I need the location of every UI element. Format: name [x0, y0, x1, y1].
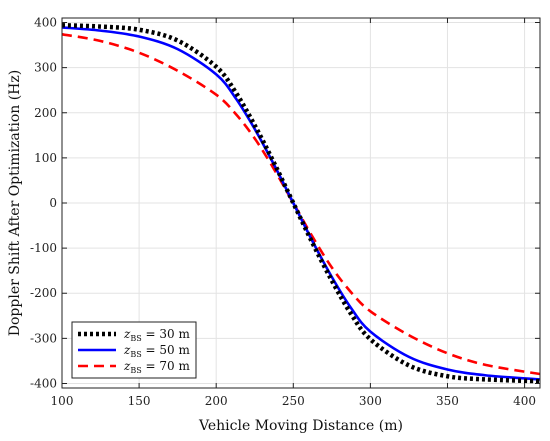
y-tick-label: -400: [30, 376, 57, 390]
series-lines: [62, 22, 540, 384]
y-tick-label: 300: [34, 61, 57, 75]
x-tick-label: 100: [51, 394, 74, 408]
legend-label: zBS = 70 m: [123, 359, 190, 375]
x-axis-label: Vehicle Moving Distance (m): [198, 418, 403, 434]
legend-label: zBS = 30 m: [123, 327, 190, 343]
y-tick-label: -200: [30, 286, 57, 300]
x-tick-label: 300: [359, 394, 382, 408]
y-tick-label: 100: [34, 151, 57, 165]
legend-label: zBS = 50 m: [123, 343, 190, 359]
y-tick-label: 200: [34, 106, 57, 120]
series-line: [62, 26, 540, 381]
grid: [61, 18, 540, 388]
axis-ticks: 100 150 200 250 300 350 400 -400 -300 -200 -100 0 10…: [30, 16, 540, 408]
y-tick-label: -300: [30, 331, 57, 345]
y-tick-label: -100: [30, 241, 57, 255]
x-tick-label: 400: [513, 394, 536, 408]
y-tick-label: 0: [49, 196, 57, 210]
y-tick-label: 400: [34, 16, 57, 30]
x-tick-label: 350: [436, 394, 459, 408]
x-tick-label: 150: [128, 394, 151, 408]
x-tick-label: 250: [282, 394, 305, 408]
x-tick-label: 200: [205, 394, 228, 408]
y-axis-label: Doppler Shift After Optimization (Hz): [7, 70, 23, 336]
